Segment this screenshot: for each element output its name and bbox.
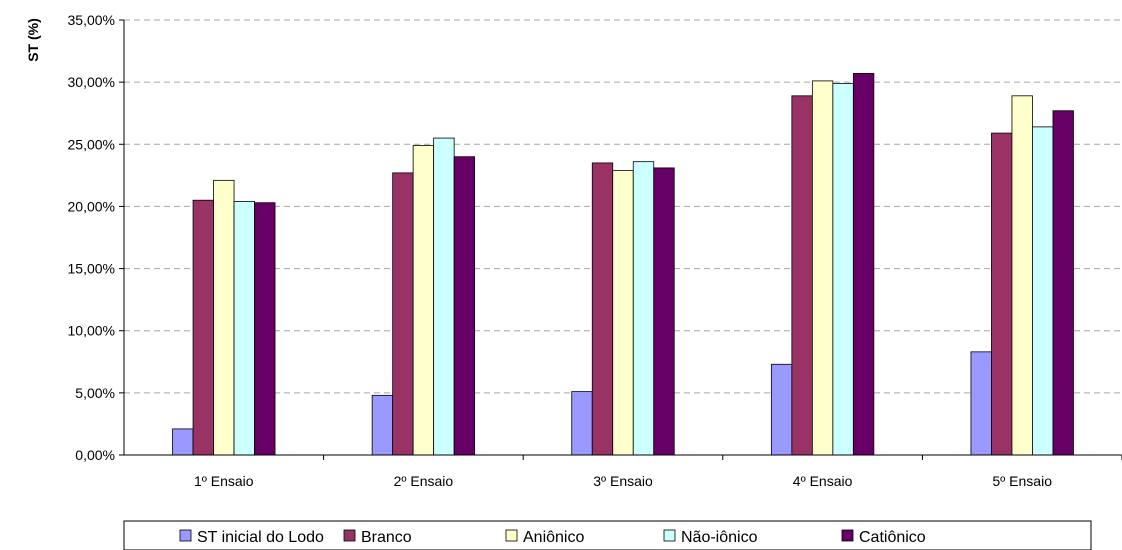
y-tick-label: 5,00% <box>75 385 115 401</box>
x-tick-label: 4º Ensaio <box>793 473 853 489</box>
bar-st-inicial-do-lodo-3 <box>571 391 593 456</box>
bar-branco-4 <box>791 95 813 456</box>
x-tick-label: 2º Ensaio <box>394 473 454 489</box>
legend-swatch <box>663 529 676 542</box>
y-tick-label: 35,00% <box>68 12 115 28</box>
bar-ani-nico-2 <box>412 145 435 456</box>
x-tick-label: 5º Ensaio <box>992 473 1052 489</box>
bar-n-o-i-nico-1 <box>233 201 255 456</box>
legend-label: Não-iônico <box>681 529 758 546</box>
legend-swatch <box>343 529 356 542</box>
bar-n-o-i-nico-2 <box>433 137 455 456</box>
bar-branco-3 <box>591 162 614 456</box>
legend-box <box>123 520 1092 550</box>
x-tick-label: 3º Ensaio <box>593 473 653 489</box>
legend: ST inicial do Lodo Branco Aniônico Não-iôni… <box>123 520 1092 550</box>
x-tick-label: 1º Ensaio <box>194 473 254 489</box>
y-tick-label: 10,00% <box>68 323 115 339</box>
bar-st-inicial-do-lodo-2 <box>371 394 394 456</box>
grid-lines <box>124 19 1122 394</box>
y-tick-label: 0,00% <box>75 447 115 463</box>
bar-ani-nico-5 <box>1011 95 1033 456</box>
bar-st-inicial-do-lodo-5 <box>970 351 992 456</box>
bar-cati-nico-3 <box>653 167 675 456</box>
bar-cati-nico-2 <box>453 156 476 456</box>
bar-cati-nico-5 <box>1052 110 1074 456</box>
y-tick-labels: 0,00% 5,00% 10,00% 15,00% 20,00% 25,00% 30,00%… <box>68 12 124 463</box>
legend-label: Branco <box>361 529 412 546</box>
legend-label: Aniônico <box>523 529 584 546</box>
y-tick-label: 20,00% <box>68 198 115 214</box>
bar-ani-nico-4 <box>811 80 834 456</box>
axes <box>123 20 1122 456</box>
legend-swatch <box>179 529 192 542</box>
bar-ani-nico-3 <box>612 169 634 456</box>
bars <box>172 73 1074 456</box>
bar-n-o-i-nico-3 <box>632 161 655 456</box>
legend-swatch <box>505 529 518 542</box>
y-axis-label: ST (%) <box>25 18 41 62</box>
bar-st-inicial-do-lodo-4 <box>770 363 793 456</box>
bar-n-o-i-nico-4 <box>832 82 854 456</box>
bar-n-o-i-nico-5 <box>1032 126 1054 456</box>
x-tick-labels: 1º Ensaio 2º Ensaio 3º Ensaio 4º Ensaio 5º E… <box>194 455 1122 489</box>
legend-label: Catiônico <box>859 529 926 546</box>
bar-branco-2 <box>392 172 414 456</box>
bar-cati-nico-1 <box>254 202 276 456</box>
bar-ani-nico-1 <box>213 179 235 456</box>
bar-st-inicial-do-lodo-1 <box>172 428 194 456</box>
bar-branco-1 <box>192 199 214 456</box>
legend-swatch <box>841 529 854 542</box>
legend-label: ST inicial do Lodo <box>197 529 324 546</box>
y-tick-label: 30,00% <box>68 74 115 90</box>
y-tick-label: 15,00% <box>68 261 115 277</box>
bar-cati-nico-4 <box>852 73 875 456</box>
bar-branco-5 <box>991 132 1013 456</box>
y-tick-label: 25,00% <box>68 136 115 152</box>
